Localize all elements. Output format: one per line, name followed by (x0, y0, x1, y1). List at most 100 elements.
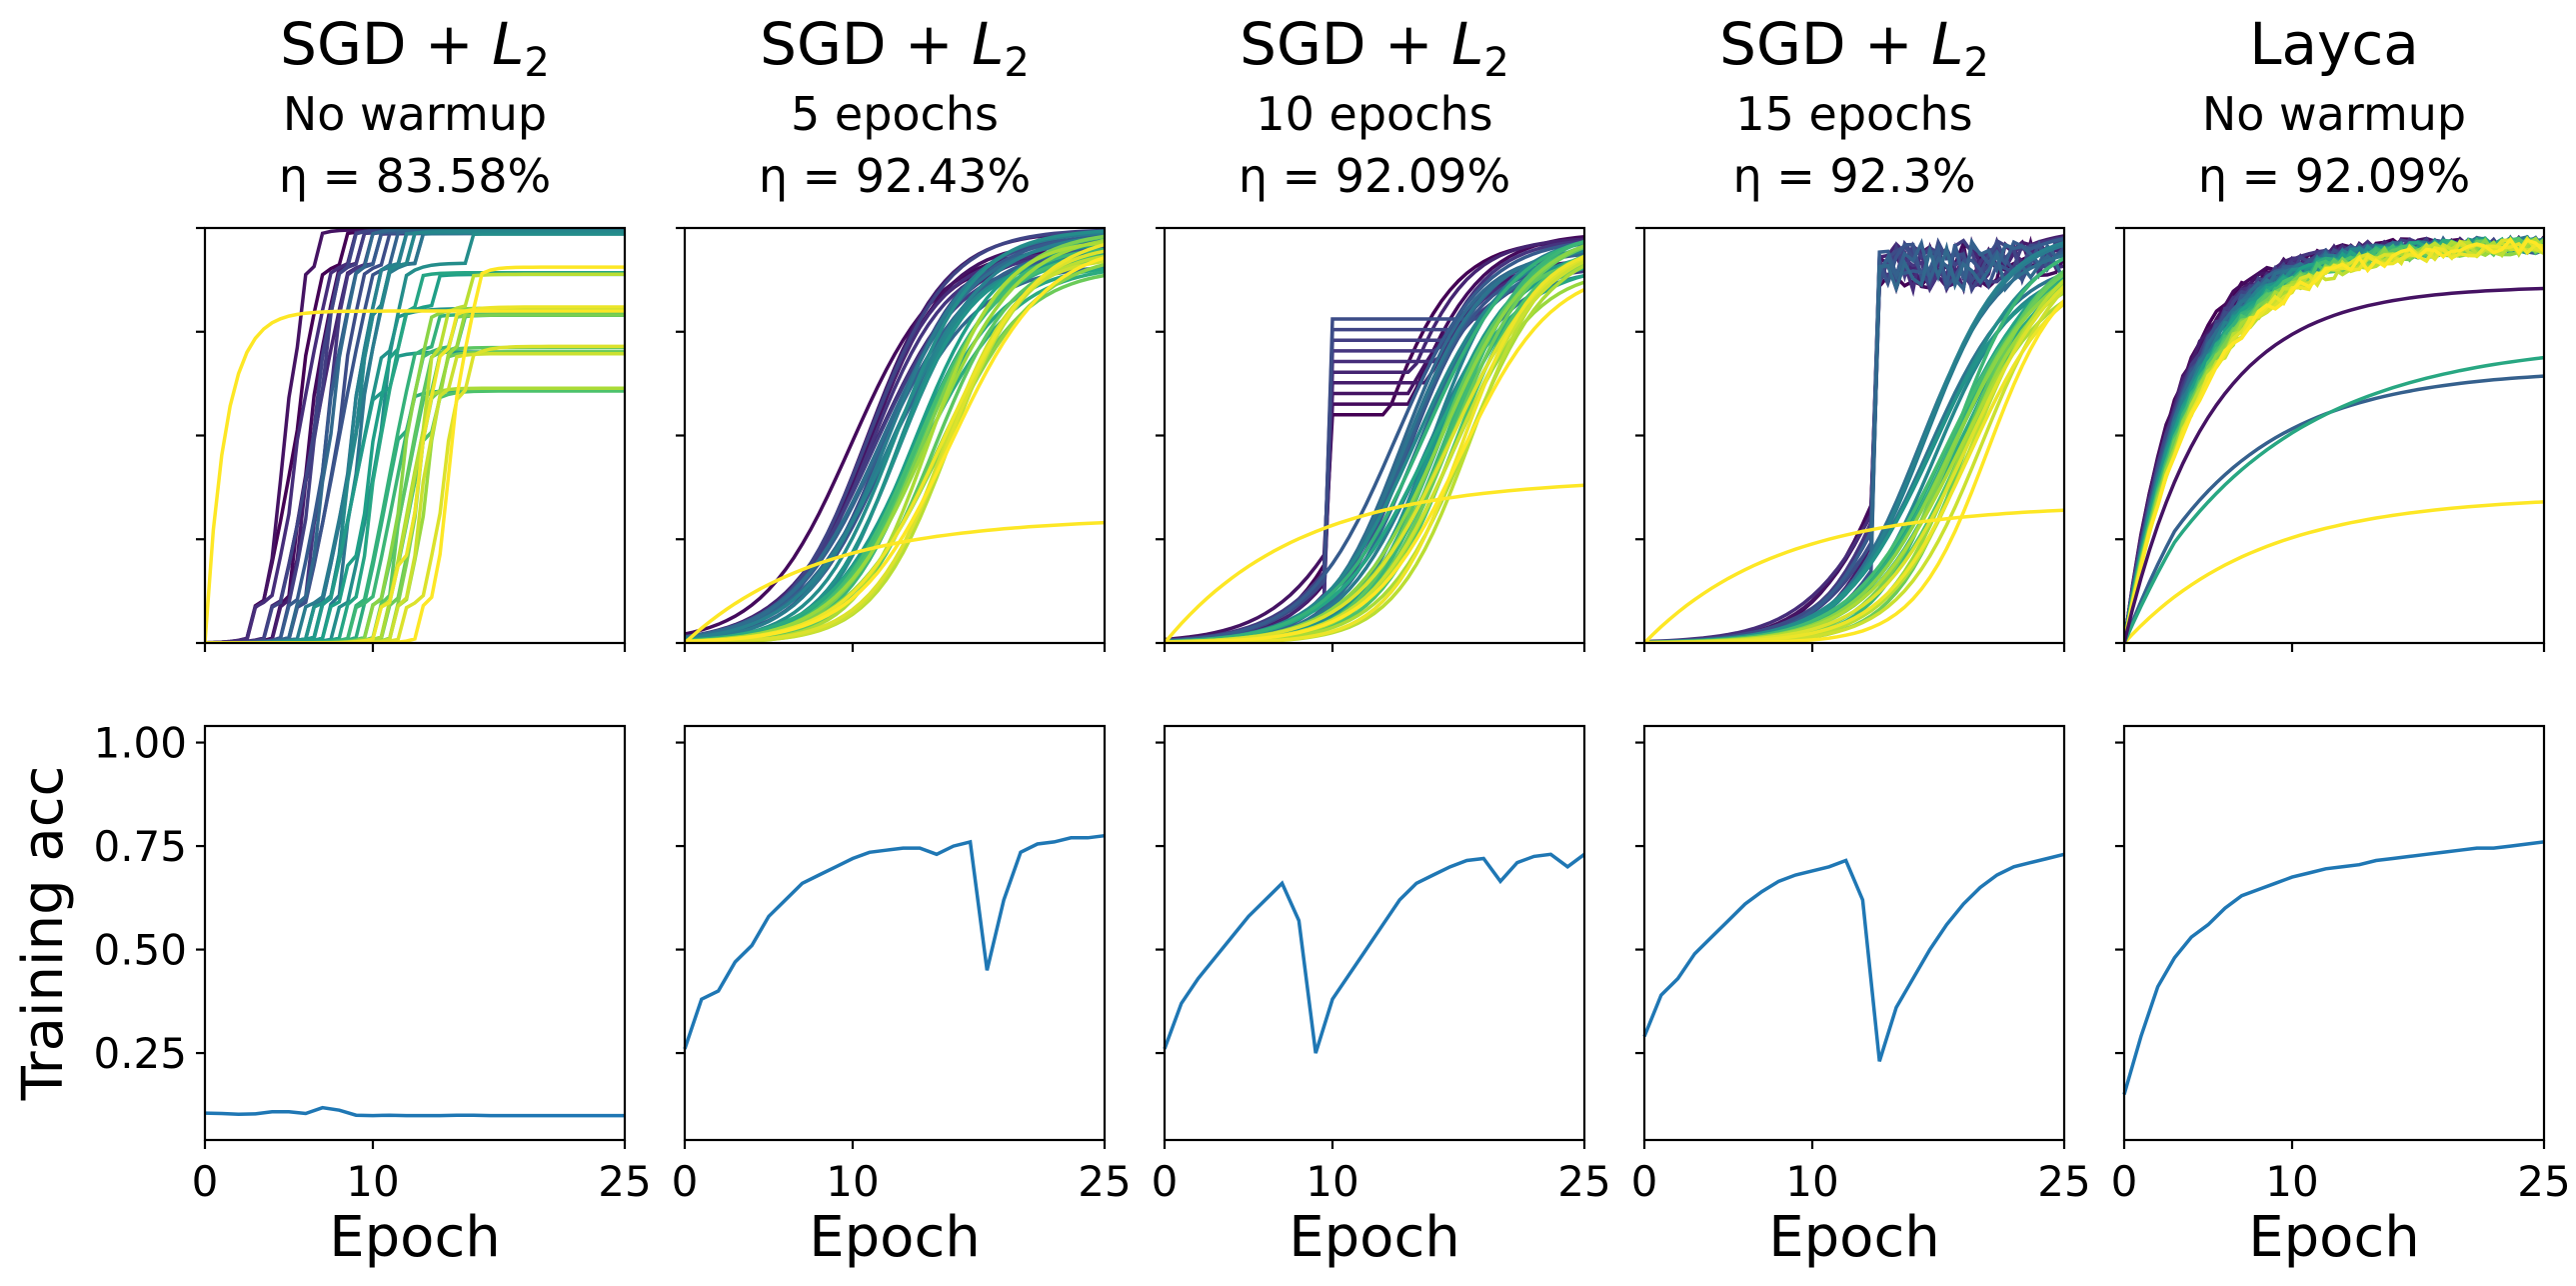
panel-eta: η = 92.43% (759, 149, 1031, 203)
layer-curve (2124, 234, 2544, 643)
layer-curve (2124, 235, 2544, 643)
training-acc-line (2122, 840, 2545, 1095)
layer-curve (685, 255, 1105, 643)
layer-curve (685, 254, 1105, 643)
layer-curve (685, 253, 1105, 642)
layer-curve (205, 309, 625, 643)
layer-curve (2124, 235, 2544, 643)
layer-curves (2124, 234, 2544, 643)
layer-curve (2124, 235, 2544, 643)
x-axis-label: Epoch (809, 1205, 980, 1270)
layer-curve (2124, 235, 2544, 643)
layer-curve (1644, 274, 2064, 643)
panel-2: SGD + L25 epochs η = 92.43% 0 10 25 Epoch (672, 10, 1132, 1270)
layer-curves (685, 228, 1105, 643)
layer-curve (1644, 279, 2064, 643)
ytick-label: 0.25 (93, 1029, 187, 1078)
layer-curve (685, 250, 1105, 642)
layer-curve (2124, 286, 2544, 643)
layer-curve (205, 351, 625, 643)
layer-curve (2124, 234, 2544, 643)
layer-curve (2124, 237, 2544, 643)
bottom-axes-frame (203, 724, 627, 1142)
training-acc-line (683, 833, 1106, 1050)
layer-curve (2124, 236, 2544, 643)
layer-curve (685, 520, 1105, 643)
layer-curve (2124, 235, 2544, 643)
layer-curve (2124, 236, 2544, 643)
training-acc-line (1642, 852, 2065, 1062)
layer-curve (2124, 236, 2544, 643)
layer-curve (2124, 236, 2544, 643)
xtick-label: 25 (1078, 1157, 1131, 1206)
layer-curve (2124, 236, 2544, 643)
layer-curve (2124, 235, 2544, 643)
layer-curve (2124, 236, 2544, 643)
layer-curve (2124, 235, 2544, 643)
bottom-axes-frame (1642, 724, 2066, 1142)
xtick-label: 10 (1305, 1157, 1358, 1206)
panel-setting: 10 epochs (1256, 87, 1492, 141)
layer-curve (2124, 240, 2544, 643)
ytick-label: 1.00 (93, 719, 187, 768)
layer-curves (205, 228, 625, 643)
panel-title: Layca (2249, 10, 2419, 78)
xtick-label: 0 (1631, 1157, 1658, 1206)
layer-curve (2124, 236, 2544, 643)
layer-curve (2124, 237, 2544, 643)
panel-setting: No warmup (2202, 87, 2466, 141)
xtick-label: 0 (1152, 1157, 1179, 1206)
ytick-label: 0.75 (93, 822, 187, 871)
layer-curve (685, 256, 1105, 640)
layer-curve (685, 256, 1105, 643)
panel-eta: η = 92.3% (1732, 149, 1975, 203)
bottom-axes-frame (1163, 724, 1586, 1142)
panel-eta: η = 92.09% (2198, 149, 2470, 203)
layer-curve (2124, 236, 2544, 643)
layer-curve (205, 272, 625, 643)
layer-curve (685, 255, 1105, 642)
xtick-label: 25 (1557, 1157, 1610, 1206)
layer-curve (2124, 234, 2544, 643)
panel-eta: η = 83.58% (279, 149, 551, 203)
layer-curve (1644, 281, 2064, 643)
layer-curve (685, 250, 1105, 643)
layer-curve (685, 254, 1105, 643)
training-acc-line (1163, 852, 1586, 1054)
layer-curve (2124, 235, 2544, 643)
panel-title: SGD + L2 (760, 10, 1030, 86)
layer-curve (2124, 236, 2544, 643)
x-axis-label: Epoch (2248, 1205, 2419, 1270)
layer-curve (205, 344, 625, 643)
xtick-label: 10 (2265, 1157, 2318, 1206)
layer-curve (1644, 508, 2064, 643)
layer-curve (2124, 237, 2544, 643)
layer-curve (685, 253, 1105, 643)
training-acc-line (204, 1105, 625, 1118)
layer-curve (2124, 237, 2544, 643)
x-axis-label: Epoch (1768, 1205, 1939, 1270)
panel-title: SGD + L2 (1719, 10, 1989, 86)
layer-curve (2124, 236, 2544, 643)
layer-curve (2124, 237, 2544, 643)
xtick-label: 0 (672, 1157, 699, 1206)
y-axis-label: Training acc (11, 766, 76, 1102)
panel-title: SGD + L2 (1240, 10, 1509, 86)
layer-curve (685, 250, 1105, 641)
layer-curve (685, 256, 1105, 643)
layer-curve (2124, 236, 2544, 643)
layer-curve (2124, 236, 2544, 643)
layer-curve (685, 249, 1105, 643)
xtick-label: 10 (346, 1157, 399, 1206)
x-axis-label: Epoch (1288, 1205, 1459, 1270)
xtick-label: 25 (598, 1157, 651, 1206)
layer-curve (685, 259, 1105, 643)
layer-curve (2124, 236, 2544, 643)
layer-curve (1644, 281, 2064, 643)
panel-setting: 15 epochs (1735, 87, 1972, 141)
